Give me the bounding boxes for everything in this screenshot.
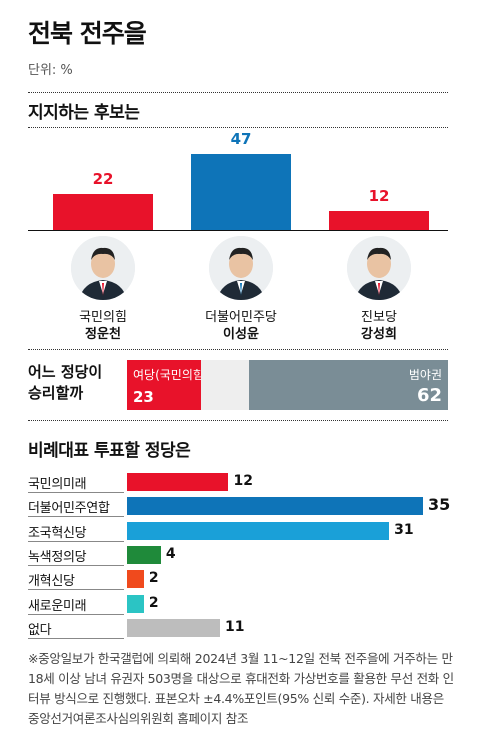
support-value-label: 22 xyxy=(92,170,114,189)
proportional-party-label: 더불어민주연합 xyxy=(28,501,110,517)
proportional-bar xyxy=(127,545,161,564)
section-title-winner: 어느 정당이 승리할까 xyxy=(28,362,102,404)
proportional-party-label: 없다 xyxy=(28,622,52,638)
divider xyxy=(28,127,448,128)
winner-segment xyxy=(200,360,249,410)
proportional-bar xyxy=(127,497,423,516)
winner-segment-value: 23 xyxy=(133,388,154,406)
row-underline xyxy=(28,564,124,566)
candidate-party: 더불어민주당 xyxy=(205,310,277,325)
winner-segment-label: 여당(국민의힘) xyxy=(133,368,209,382)
row-underline xyxy=(28,637,124,639)
winner-segment-value: 62 xyxy=(416,385,442,406)
support-bar xyxy=(191,153,291,230)
candidate-party: 국민의힘 xyxy=(79,310,127,325)
proportional-value-label: 4 xyxy=(165,545,176,562)
proportional-value-label: 31 xyxy=(394,521,414,538)
row-underline xyxy=(28,540,124,542)
proportional-value-label: 11 xyxy=(225,618,245,635)
divider xyxy=(28,420,448,421)
proportional-value-label: 35 xyxy=(428,495,451,515)
winner-segment xyxy=(248,360,448,410)
support-value-label: 12 xyxy=(368,186,390,205)
candidate-name: 정운천 xyxy=(85,327,121,342)
row-underline xyxy=(28,492,124,493)
proportional-party-label: 녹색정의당 xyxy=(28,549,87,565)
winner-segment-label: 범야권 xyxy=(408,368,442,382)
candidate-name: 이성윤 xyxy=(223,327,259,342)
chart-baseline xyxy=(28,230,448,231)
section-title-proportional: 비례대표 투표할 정당은 xyxy=(28,441,191,461)
proportional-bar xyxy=(127,521,390,540)
winner-segment xyxy=(127,360,201,410)
candidate-photo xyxy=(347,236,411,300)
row-underline xyxy=(28,613,124,615)
support-bar xyxy=(53,194,153,230)
proportional-bar xyxy=(127,618,221,637)
footnote: ※중앙일보가 한국갤럽에 의뢰해 2024년 3월 11~12일 전북 전주을에… xyxy=(28,651,454,726)
divider xyxy=(28,92,448,93)
section-title-support: 지지하는 후보는 xyxy=(28,103,140,123)
proportional-party-label: 개혁신당 xyxy=(28,574,75,590)
row-underline xyxy=(28,516,124,518)
proportional-party-label: 국민의미래 xyxy=(28,477,87,492)
candidate-photo xyxy=(209,236,273,300)
proportional-value-label: 2 xyxy=(148,570,159,587)
support-value-label: 47 xyxy=(230,129,252,148)
proportional-party-label: 새로운미래 xyxy=(28,598,87,614)
support-bar xyxy=(329,210,429,230)
page-title: 전북 전주을 xyxy=(28,19,147,48)
divider xyxy=(28,349,448,350)
row-underline xyxy=(28,589,124,591)
proportional-value-label: 2 xyxy=(148,594,159,611)
proportional-bar xyxy=(127,473,229,491)
proportional-party-label: 조국혁신당 xyxy=(28,525,87,541)
candidate-party: 진보당 xyxy=(361,310,397,325)
candidate-photo xyxy=(71,236,135,300)
unit-label: 단위: % xyxy=(28,63,73,78)
proportional-bar xyxy=(127,594,144,613)
winner-title-line: 승리할까 xyxy=(28,384,84,402)
winner-title-line: 어느 정당이 xyxy=(28,363,103,381)
candidate-name: 강성희 xyxy=(361,327,397,342)
proportional-value-label: 12 xyxy=(233,473,253,489)
proportional-bar xyxy=(127,570,144,589)
